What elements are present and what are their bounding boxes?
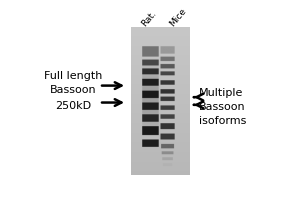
Text: Rat.: Rat. (140, 9, 158, 29)
Text: 250kD: 250kD (56, 101, 92, 111)
Text: Bassoon: Bassoon (50, 85, 97, 95)
Text: Full length: Full length (44, 71, 103, 81)
Text: Mice: Mice (168, 7, 188, 29)
Text: Multiple: Multiple (199, 88, 244, 98)
Text: Bassoon: Bassoon (199, 102, 246, 112)
Text: isoforms: isoforms (199, 116, 247, 126)
